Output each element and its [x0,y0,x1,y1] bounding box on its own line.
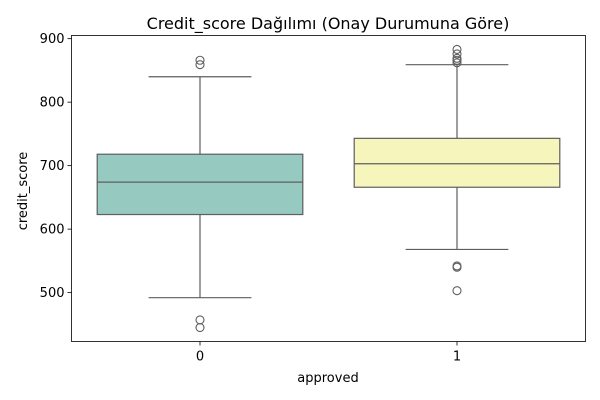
y-tick-label: 900 [40,32,65,47]
box-1-outlier-point [452,286,462,296]
plot-frame [71,35,586,342]
box-0-outlier-point [195,322,205,333]
x-tick-label: 1 [453,350,461,365]
x-axis-label: approved [297,371,358,386]
y-tick-label: 500 [40,286,65,301]
box-1-outlier-point [452,261,462,271]
box-1-outlier-point [452,49,462,59]
y-axis-label: credit_score [16,152,31,231]
y-tick-label: 600 [40,223,65,238]
box-1-iqr-box [353,137,561,188]
box-0-outlier-point [195,315,205,325]
y-tick-label: 700 [40,159,65,174]
box-0-iqr-box [96,153,304,216]
plot-area: 500 600 700 800 900 0 1 [40,32,561,365]
x-tick-label: 0 [196,350,204,365]
box-0-outlier-point [195,55,205,65]
box-1-outlier-point [452,44,462,55]
y-tick-label: 800 [40,96,65,111]
box-0-outlier-point [195,60,205,70]
box-1-outlier-point [452,53,462,63]
box-1-outlier-point [452,58,462,68]
chart-title: Credit_score Dağılımı (Onay Durumuna Gör… [147,14,510,34]
